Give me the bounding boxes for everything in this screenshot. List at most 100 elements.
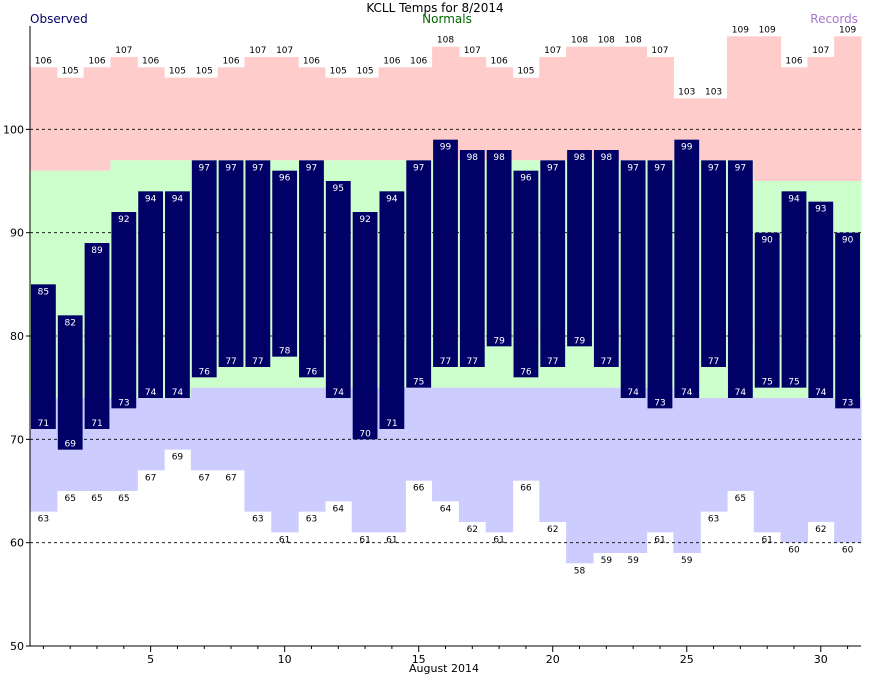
record-low-band-31 <box>834 398 862 543</box>
observed-high-label-8: 97 <box>225 163 236 173</box>
observed-low-label-27: 74 <box>735 388 747 398</box>
record-high-band-8 <box>217 67 246 161</box>
observed-bar-9 <box>245 160 271 367</box>
observed-bar-29 <box>781 191 807 388</box>
record-low-label-5: 67 <box>145 473 156 483</box>
observed-low-label-10: 78 <box>279 347 291 357</box>
observed-high-label-14: 94 <box>386 194 398 204</box>
record-low-band-9 <box>244 387 272 512</box>
record-high-label-14: 106 <box>383 56 400 66</box>
observed-high-label-28: 90 <box>761 236 773 246</box>
record-high-label-31: 109 <box>839 25 856 35</box>
record-low-label-18: 61 <box>493 535 504 545</box>
observed-high-label-9: 97 <box>252 163 263 173</box>
record-high-band-1 <box>30 67 58 171</box>
record-high-band-12 <box>324 77 353 161</box>
x-tick-label-5: 5 <box>147 653 154 666</box>
record-high-band-17 <box>458 57 487 161</box>
record-low-band-28 <box>753 398 782 533</box>
observed-bar-24 <box>647 160 673 409</box>
x-tick-label-25: 25 <box>680 653 694 666</box>
observed-low-label-11: 76 <box>306 367 318 377</box>
observed-low-label-13: 70 <box>359 429 371 439</box>
record-low-band-26 <box>700 398 728 512</box>
observed-low-label-1: 71 <box>38 419 49 429</box>
observed-bar-25 <box>674 139 700 398</box>
observed-high-label-5: 94 <box>145 194 157 204</box>
record-low-band-18 <box>485 387 514 533</box>
record-low-label-19: 66 <box>520 484 532 494</box>
observed-bar-5 <box>138 191 164 398</box>
observed-bar-10 <box>272 170 298 357</box>
observed-bar-12 <box>325 181 351 398</box>
observed-bar-28 <box>754 232 780 388</box>
record-low-label-25: 59 <box>681 556 693 566</box>
observed-low-label-6: 74 <box>172 388 184 398</box>
observed-bar-3 <box>84 243 110 429</box>
observed-high-label-27: 97 <box>735 163 746 173</box>
observed-low-label-25: 74 <box>681 388 693 398</box>
record-low-label-23: 59 <box>627 556 639 566</box>
observed-bar-18 <box>486 150 512 347</box>
observed-high-label-7: 97 <box>199 163 210 173</box>
record-high-band-31 <box>834 36 862 182</box>
record-high-label-28: 109 <box>759 25 776 35</box>
record-high-label-16: 108 <box>437 36 454 46</box>
record-low-band-5 <box>137 398 165 471</box>
record-high-label-13: 105 <box>356 67 373 77</box>
observed-bar-27 <box>727 160 753 398</box>
record-low-band-12 <box>324 387 353 502</box>
record-low-label-8: 67 <box>225 473 236 483</box>
observed-bar-26 <box>701 160 726 367</box>
legend-normals: Normals <box>422 12 472 26</box>
record-low-label-1: 63 <box>38 515 49 525</box>
observed-low-label-28: 75 <box>761 378 772 388</box>
labels-layer: 106 63 85 71 105 65 82 69 106 65 89 71 107 65 92 73 106 6… <box>35 25 857 576</box>
record-high-band-20 <box>539 57 567 161</box>
record-low-band-22 <box>592 387 621 553</box>
observed-high-label-26: 97 <box>708 163 719 173</box>
observed-low-label-30: 74 <box>815 388 827 398</box>
observed-low-label-4: 73 <box>118 398 129 408</box>
x-axis-label: August 2014 <box>409 662 479 675</box>
record-high-label-20: 107 <box>544 46 561 56</box>
observed-low-label-15: 75 <box>413 378 424 388</box>
legend-observed: Observed <box>30 12 88 26</box>
observed-bar-16 <box>433 139 458 367</box>
observed-low-label-17: 77 <box>467 357 478 367</box>
observed-low-label-16: 77 <box>440 357 451 367</box>
record-high-band-5 <box>137 67 165 161</box>
record-low-band-21 <box>566 387 594 564</box>
observed-low-label-7: 76 <box>199 367 211 377</box>
observed-high-label-24: 97 <box>654 163 665 173</box>
observed-bar-20 <box>540 160 566 367</box>
record-low-band-24 <box>646 387 674 533</box>
record-low-band-29 <box>780 398 808 543</box>
record-high-label-18: 106 <box>491 56 508 66</box>
record-high-label-24: 107 <box>651 46 668 56</box>
record-low-label-2: 65 <box>64 494 75 504</box>
record-low-label-17: 62 <box>467 525 478 535</box>
record-low-band-11 <box>298 387 326 512</box>
observed-high-label-1: 85 <box>38 287 49 297</box>
record-low-label-20: 62 <box>547 525 558 535</box>
observed-high-label-21: 98 <box>574 153 586 163</box>
record-high-label-10: 107 <box>276 46 293 56</box>
record-high-band-27 <box>726 36 755 161</box>
record-high-band-28 <box>753 36 782 182</box>
observed-bar-30 <box>808 201 834 398</box>
record-high-band-2 <box>56 77 85 171</box>
record-high-label-19: 105 <box>517 67 534 77</box>
record-low-band-16 <box>432 387 460 502</box>
observed-bar-4 <box>111 212 137 409</box>
record-low-label-12: 64 <box>333 504 345 514</box>
record-high-label-23: 108 <box>625 36 642 46</box>
record-high-band-18 <box>485 67 514 161</box>
y-tick-label-70: 70 <box>10 433 24 446</box>
record-high-label-7: 105 <box>196 67 213 77</box>
observed-bar-7 <box>191 160 217 378</box>
legend-records: Records <box>810 12 858 26</box>
observed-high-label-4: 92 <box>118 215 129 225</box>
observed-bar-21 <box>567 150 592 347</box>
